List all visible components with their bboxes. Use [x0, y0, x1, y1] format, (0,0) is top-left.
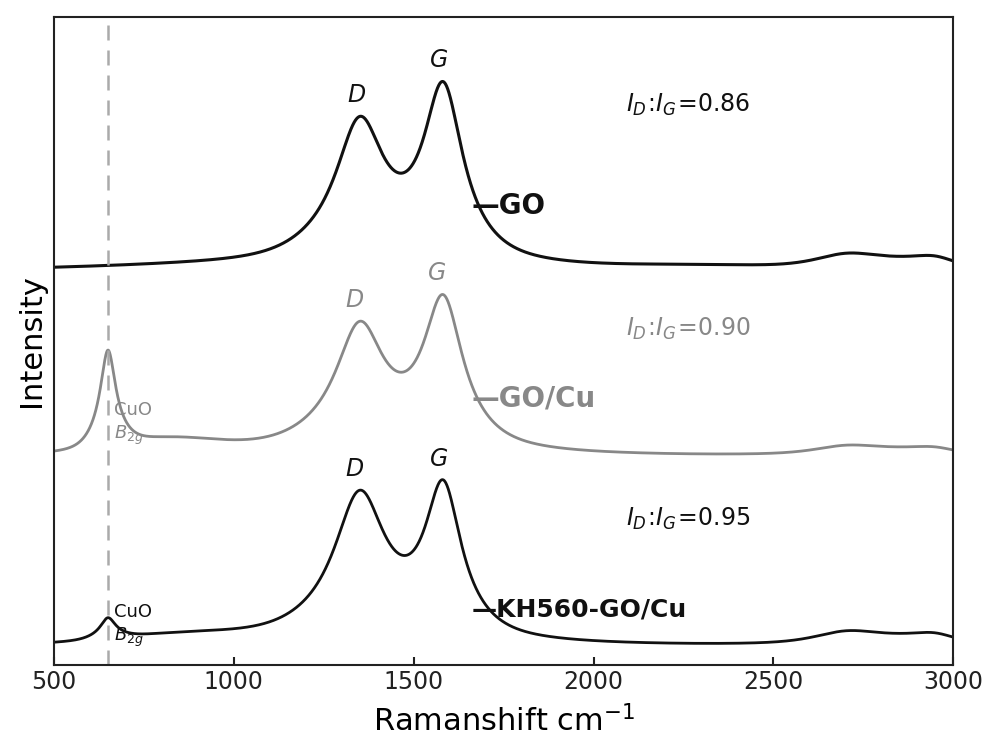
Text: D: D [345, 457, 364, 481]
Text: CuO: CuO [114, 401, 152, 419]
Text: CuO: CuO [114, 603, 152, 621]
Text: G: G [430, 48, 448, 72]
Text: D: D [345, 288, 364, 312]
Text: —GO: —GO [471, 192, 545, 220]
Text: —KH560-GO/Cu: —KH560-GO/Cu [471, 597, 687, 621]
Text: $\mathit{I}_D\!:\!\mathit{I}_G\!=\!0.95$: $\mathit{I}_D\!:\!\mathit{I}_G\!=\!0.95$ [626, 506, 750, 532]
Text: G: G [428, 262, 446, 285]
Text: —GO/Cu: —GO/Cu [471, 385, 596, 412]
Text: $\mathit{I}_D\!:\!\mathit{I}_G\!=\!0.86$: $\mathit{I}_D\!:\!\mathit{I}_G\!=\!0.86$ [626, 91, 750, 118]
Y-axis label: Intensity: Intensity [17, 274, 46, 407]
X-axis label: Ramanshift cm$^{-1}$: Ramanshift cm$^{-1}$ [373, 705, 635, 737]
Text: D: D [347, 83, 365, 107]
Text: $B_{2g}$: $B_{2g}$ [114, 424, 144, 447]
Text: $B_{2g}$: $B_{2g}$ [114, 626, 144, 648]
Text: $\mathit{I}_D\!:\!\mathit{I}_G\!=\!0.90$: $\mathit{I}_D\!:\!\mathit{I}_G\!=\!0.90$ [626, 316, 751, 342]
Text: G: G [430, 446, 448, 470]
